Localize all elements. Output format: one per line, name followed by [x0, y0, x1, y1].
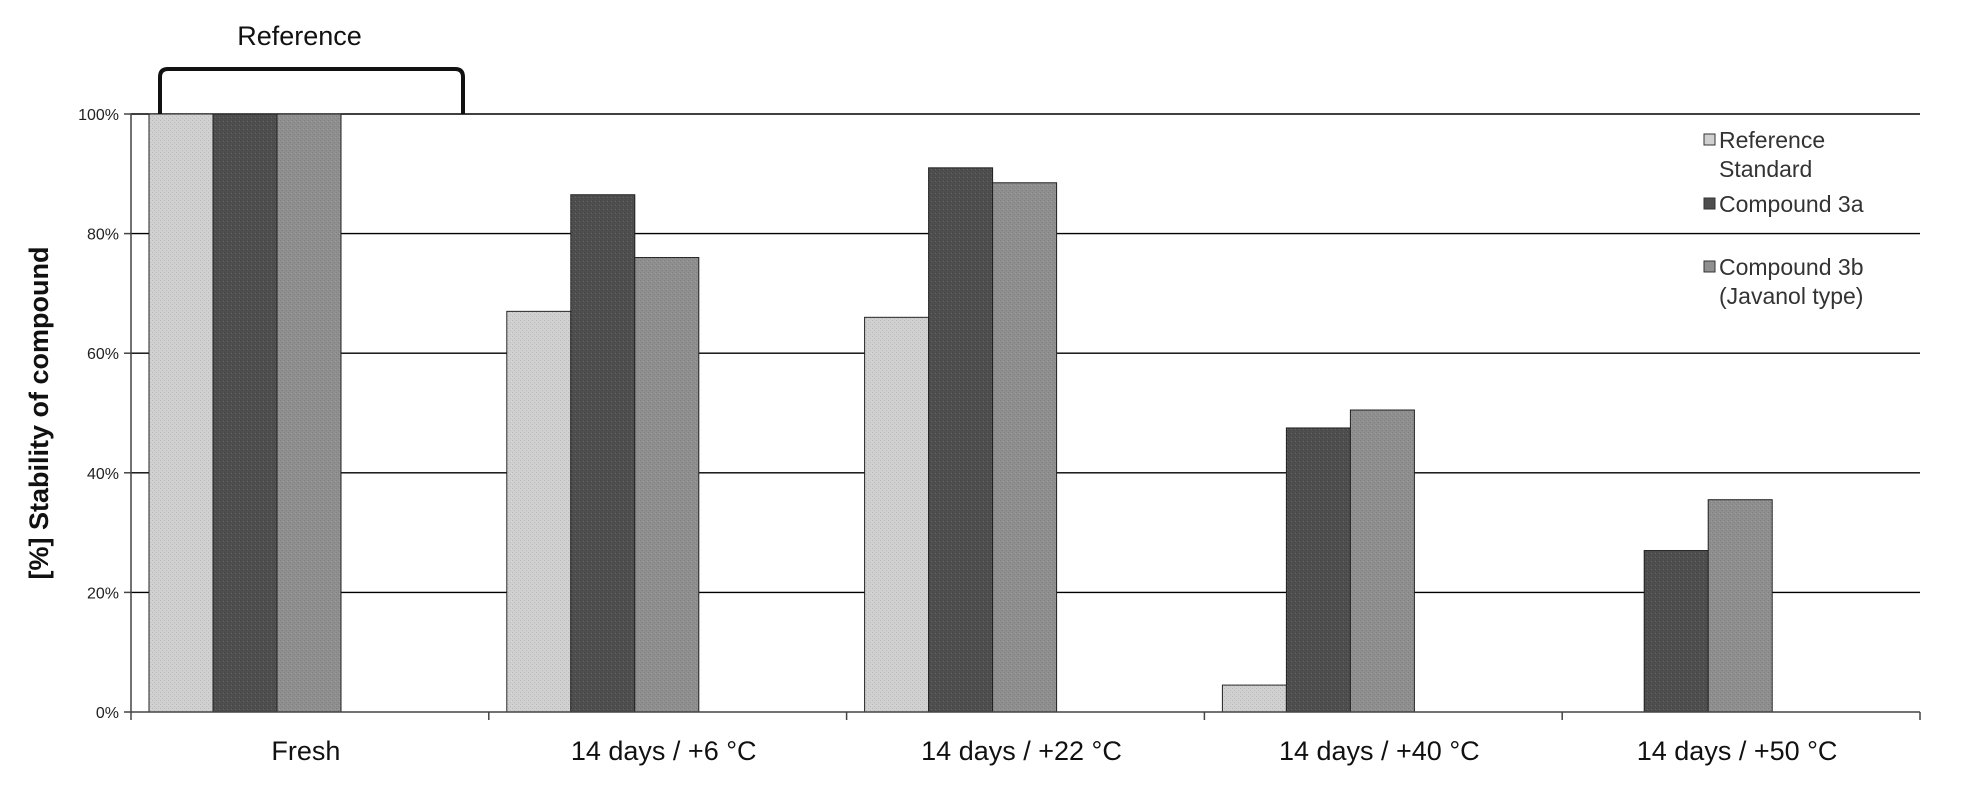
tick-labels: 0% 20% 40% 60% 80% 100% Fresh 14 days / +6 °C 14…	[24, 107, 1837, 766]
bar-texture	[992, 182, 1057, 712]
x-tick-label: 14 days / +50 °C	[1637, 736, 1838, 766]
bar-texture	[1286, 427, 1351, 712]
bar-texture	[1350, 410, 1415, 712]
y-tick-label: 0%	[96, 705, 119, 722]
bar-texture	[1708, 499, 1773, 712]
bar-texture	[1222, 685, 1287, 712]
legend-label: Standard	[1719, 156, 1812, 182]
bar-texture	[213, 114, 277, 712]
bar-texture	[277, 114, 341, 712]
bar-texture	[864, 317, 929, 712]
bar-texture	[506, 311, 571, 712]
bar-texture	[149, 114, 213, 712]
legend-label: Compound 3a	[1719, 191, 1864, 217]
y-tick-label: 100%	[78, 107, 119, 124]
bar-texture	[570, 194, 635, 713]
legend-label: (Javanol type)	[1719, 283, 1863, 309]
x-tick-label: Fresh	[271, 736, 340, 766]
legend-label: Reference	[1719, 127, 1825, 153]
y-tick-label: 20%	[87, 585, 119, 602]
bar-texture	[1644, 550, 1709, 712]
legend-swatch	[1703, 133, 1716, 146]
bar-texture	[634, 257, 699, 712]
y-tick-label: 40%	[87, 466, 119, 483]
y-axis-title: [%] Stability of compound	[24, 247, 54, 580]
legend-swatch	[1703, 260, 1716, 273]
y-tick-label: 80%	[87, 227, 119, 244]
x-tick-label: 14 days / +22 °C	[921, 736, 1122, 766]
legend: Reference Standard Compound 3a Compound 3b (…	[1703, 127, 1864, 309]
reference-label: Reference	[237, 21, 362, 51]
axes	[124, 113, 1921, 720]
reference-bracket	[158, 67, 465, 114]
bars	[148, 113, 1773, 713]
y-tick-label: 60%	[87, 346, 119, 363]
legend-label: Compound 3b	[1719, 254, 1864, 280]
x-tick-label: 14 days / +40 °C	[1279, 736, 1480, 766]
reference-annotation: Reference	[158, 21, 465, 114]
bar-texture	[928, 167, 993, 712]
legend-swatch	[1703, 197, 1716, 210]
x-tick-label: 14 days / +6 °C	[571, 736, 757, 766]
